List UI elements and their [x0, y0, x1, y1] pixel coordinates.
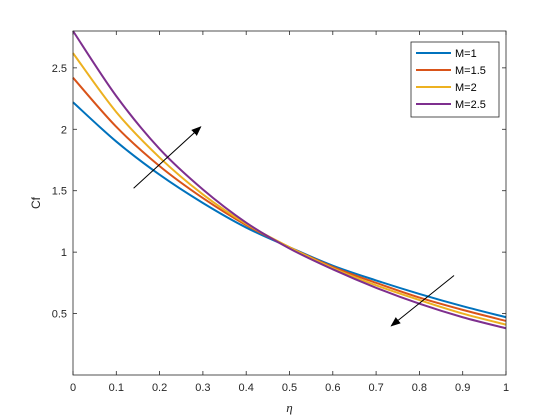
annotation-arrow-1	[133, 126, 202, 189]
y-tick-label: 0.5	[52, 309, 67, 321]
x-tick-label: 0.7	[368, 382, 383, 394]
y-tick-label: 2	[61, 124, 67, 136]
legend: M=1 M=1.5 M=2 M=2.5	[410, 41, 500, 118]
x-tick-label: 0.9	[455, 382, 470, 394]
y-axis-label: Cf	[29, 196, 43, 209]
x-tick-label: 1	[503, 382, 509, 394]
legend-label: M=2	[455, 82, 477, 94]
series-line-4	[72, 30, 507, 330]
y-tick-label: 1.5	[52, 186, 67, 198]
series-line-3	[72, 52, 507, 326]
y-tick-label: 1	[61, 247, 67, 259]
x-tick-label: 0.2	[152, 382, 167, 394]
legend-label: M=1.5	[455, 65, 486, 77]
annotation-arrow-2	[390, 275, 455, 327]
x-axis-label: η	[286, 400, 292, 415]
x-tick-label: 0.8	[412, 382, 427, 394]
x-tick-label: 0	[70, 382, 76, 394]
x-tick-label: 0.5	[282, 382, 297, 394]
x-tick-label: 0.6	[325, 382, 340, 394]
legend-label: M=2.5	[455, 99, 486, 111]
x-tick-label: 0.4	[239, 382, 254, 394]
x-tick-label: 0.1	[109, 382, 124, 394]
legend-label: M=1	[455, 48, 477, 60]
x-tick-label: 0.3	[195, 382, 210, 394]
y-tick-label: 2.5	[52, 63, 67, 75]
